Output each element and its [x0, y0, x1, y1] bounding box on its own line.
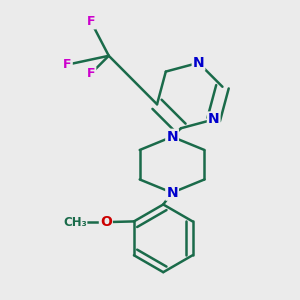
- Text: N: N: [208, 112, 220, 127]
- Text: F: F: [63, 58, 72, 71]
- Text: O: O: [100, 215, 112, 229]
- Text: F: F: [87, 15, 95, 28]
- Text: N: N: [166, 130, 178, 144]
- Text: F: F: [87, 67, 95, 80]
- Text: CH₃: CH₃: [63, 216, 87, 229]
- Text: N: N: [193, 56, 204, 70]
- Text: N: N: [166, 186, 178, 200]
